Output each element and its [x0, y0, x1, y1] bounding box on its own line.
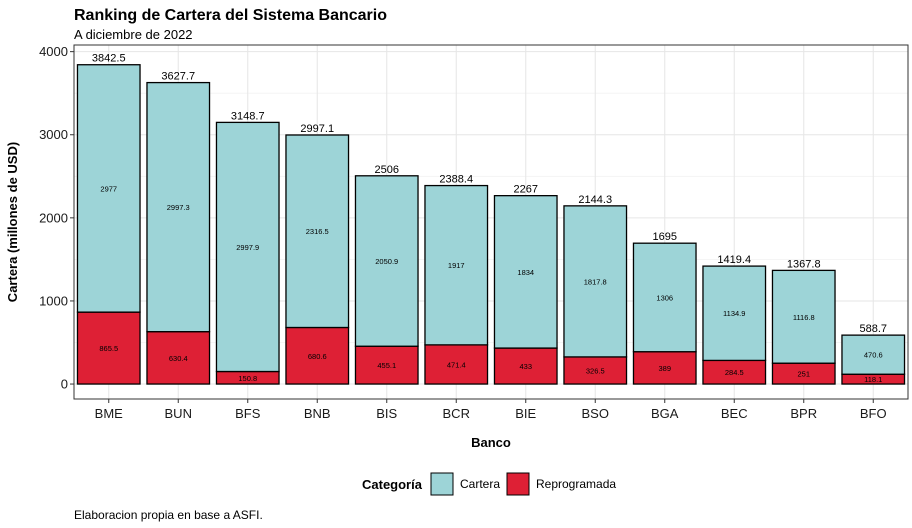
bar-reprogramada — [563, 356, 628, 385]
total-label: 2267 — [514, 184, 538, 196]
data-label-reprogramada: 326.5 — [586, 366, 605, 375]
data-label-cartera: 1817.8 — [584, 277, 607, 286]
plot-border — [73, 44, 909, 400]
total-label: 588.7 — [859, 323, 887, 335]
data-label-reprogramada: 118.1 — [864, 375, 882, 384]
x-tick-label: BIE — [515, 406, 536, 421]
x-axis-title: Banco — [471, 435, 511, 450]
x-tick-label: BNB — [304, 406, 331, 421]
data-label-cartera: 1134.9 — [723, 309, 745, 318]
data-label-reprogramada: 680.6 — [308, 352, 327, 361]
bar-reprogramada — [146, 331, 211, 385]
x-tick-label: BEC — [721, 406, 748, 421]
x-tick-label: BUN — [165, 406, 192, 421]
x-tick-label: BFO — [860, 406, 887, 421]
chart-caption: Elaboracion propia en base a ASFI. — [74, 508, 263, 522]
total-label: 2388.4 — [439, 174, 473, 186]
data-label-reprogramada: 150.8 — [238, 374, 257, 383]
data-label-cartera: 1834 — [517, 268, 534, 277]
data-label-cartera: 2997.3 — [167, 203, 190, 212]
data-label-reprogramada: 284.5 — [725, 368, 744, 377]
x-tick-label: BCR — [443, 406, 470, 421]
bar-cartera — [771, 269, 836, 364]
data-label-cartera: 1306 — [656, 293, 673, 302]
data-label-cartera: 1917 — [448, 261, 465, 270]
y-tick-label: 2000 — [39, 210, 68, 225]
total-label: 2506 — [375, 164, 399, 176]
data-label-cartera: 1116.8 — [793, 313, 815, 322]
chart-subtitle: A diciembre de 2022 — [74, 27, 193, 42]
bars: 865.5 630.4 150.8 680.6 455.1 471.4 433 326.5 38… — [76, 53, 906, 385]
total-label: 3627.7 — [161, 71, 195, 83]
bar-cartera — [424, 184, 489, 346]
y-tick-label: 3000 — [39, 127, 68, 142]
bar-cartera — [632, 242, 697, 353]
bar-cartera — [215, 121, 280, 373]
legend-swatch-reprogramada — [506, 472, 530, 496]
axis-ticks: 0 1000 2000 3000 4000 BME BUN BFS BNB BIS BCR BIE BS… — [39, 44, 887, 421]
total-label: 3148.7 — [231, 110, 265, 122]
y-axis-title: Cartera (millones de USD) — [5, 142, 20, 302]
data-label-reprogramada: 433 — [519, 362, 532, 371]
total-label: 1419.4 — [717, 254, 751, 266]
y-tick-label: 4000 — [39, 44, 68, 59]
bar-cartera — [76, 64, 141, 313]
data-label-reprogramada: 389 — [658, 364, 671, 373]
x-tick-label: BSO — [582, 406, 609, 421]
data-label-cartera: 2316.5 — [306, 227, 329, 236]
data-label-cartera: 470.6 — [864, 351, 883, 360]
data-label-reprogramada: 455.1 — [377, 361, 396, 370]
bar-cartera — [493, 195, 558, 349]
bar-cartera — [563, 205, 628, 358]
data-label-reprogramada: 251 — [797, 370, 810, 379]
total-label: 1695 — [653, 231, 677, 243]
data-label-reprogramada: 471.4 — [447, 360, 466, 369]
total-label: 2144.3 — [578, 194, 612, 206]
data-label-reprogramada: 630.4 — [169, 354, 188, 363]
total-label: 1367.8 — [787, 258, 821, 270]
bar-cartera — [146, 81, 211, 333]
legend-swatch-cartera — [430, 472, 454, 496]
data-label-reprogramada: 865.5 — [99, 344, 118, 353]
bar-cartera — [354, 175, 419, 347]
x-tick-label: BPR — [790, 406, 817, 421]
x-tick-label: BIS — [376, 406, 397, 421]
chart-title: Ranking de Cartera del Sistema Bancario — [74, 7, 387, 24]
data-label-cartera: 2977 — [100, 184, 117, 193]
y-tick-label: 1000 — [39, 293, 68, 308]
bar-cartera — [841, 334, 906, 375]
bar-cartera — [285, 134, 350, 329]
y-tick-label: 0 — [61, 377, 68, 392]
x-tick-label: BFS — [235, 406, 261, 421]
x-tick-label: BGA — [651, 406, 679, 421]
legend-title: Categoría — [362, 477, 423, 492]
total-label: 3842.5 — [92, 53, 126, 65]
x-tick-label: BME — [95, 406, 124, 421]
total-label: 2997.1 — [300, 123, 334, 135]
legend-label-reprogramada: Reprogramada — [536, 477, 616, 491]
data-label-cartera: 2050.9 — [375, 257, 398, 266]
legend: Categoría Cartera Reprogramada — [362, 472, 616, 496]
bar-reprogramada — [632, 351, 697, 385]
legend-label-cartera: Cartera — [460, 477, 500, 491]
bar-cartera — [702, 265, 767, 362]
data-label-cartera: 2997.9 — [236, 243, 259, 252]
